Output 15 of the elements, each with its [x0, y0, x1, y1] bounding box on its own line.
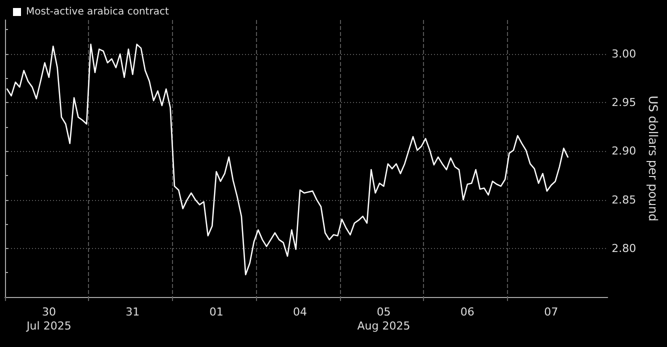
x-tick-label: 06: [460, 306, 474, 318]
x-tick-label: 01: [209, 306, 224, 318]
y-tick-label: 2.90: [612, 144, 636, 158]
x-tick-label: 07: [544, 306, 558, 318]
y-tick-label: 2.85: [612, 193, 636, 206]
x-tick-label: 05 Aug 2025: [357, 306, 410, 332]
x-tick-label: 04: [293, 306, 308, 318]
legend-label: Most-active arabica contract: [26, 6, 169, 18]
y-axis-title: US dollars per pound: [646, 96, 660, 222]
x-tick-label: 30 Jul 2025: [26, 306, 72, 332]
y-tick-label: 3.00: [612, 48, 636, 61]
y-tick-label: 2.95: [612, 96, 636, 110]
line-series: [6, 44, 568, 276]
x-tick-label: 31: [126, 306, 140, 318]
y-tick-label: 2.80: [612, 242, 636, 255]
